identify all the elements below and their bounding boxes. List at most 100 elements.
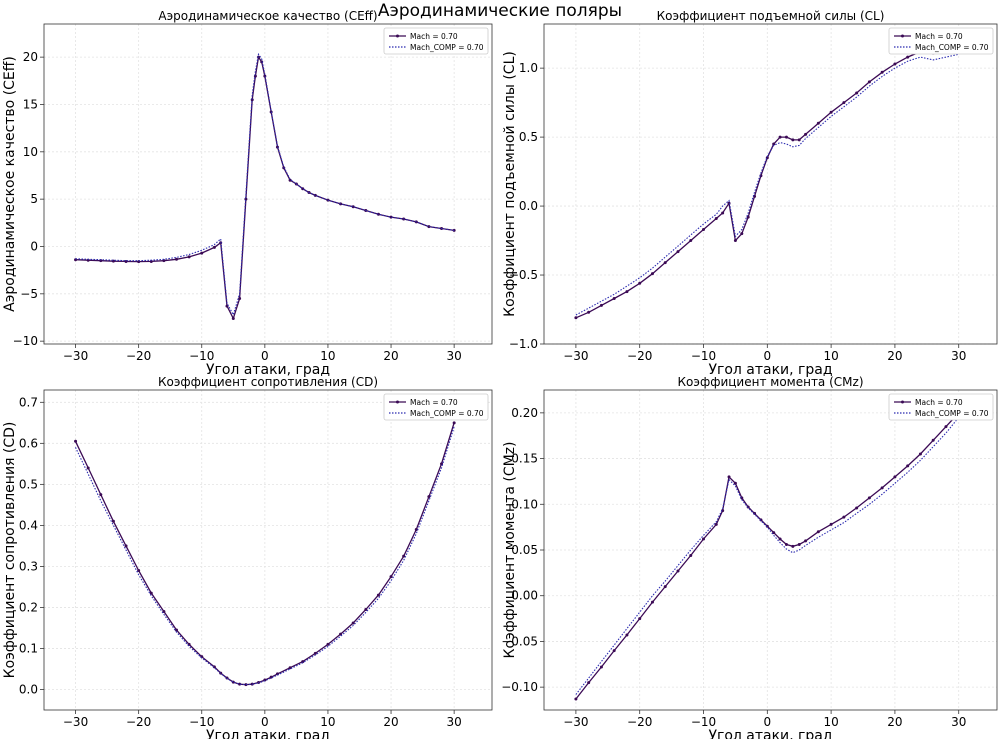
x-tick-label: 10 bbox=[320, 715, 335, 729]
legend-label: Mach = 0.70 bbox=[410, 398, 458, 407]
data-point bbox=[918, 452, 922, 456]
data-point bbox=[389, 215, 393, 219]
data-point bbox=[650, 600, 654, 604]
data-point bbox=[452, 228, 456, 232]
subplot-1: −30 −20 −10 0 10 20 30 −10 −5 0 5 10 15 20 Аэродинамич… bbox=[2, 9, 493, 378]
data-point bbox=[612, 649, 616, 653]
x-tick-label: 0 bbox=[261, 715, 269, 729]
data-point bbox=[663, 261, 667, 265]
data-point bbox=[162, 610, 166, 614]
data-point bbox=[351, 621, 355, 625]
legend-box bbox=[888, 393, 994, 421]
subplot-title: Коэффициент момента (CMz) bbox=[678, 375, 864, 389]
y-tick-label: 0.5 bbox=[19, 477, 38, 491]
data-point bbox=[772, 531, 776, 535]
data-point bbox=[137, 569, 141, 573]
x-tick-label: 20 bbox=[887, 715, 902, 729]
y-tick-label: −0.5 bbox=[509, 268, 538, 282]
legend-label: Mach_COMP = 0.70 bbox=[410, 43, 484, 52]
data-point bbox=[638, 617, 642, 621]
data-point bbox=[187, 255, 191, 259]
y-tick-label: −5 bbox=[20, 287, 38, 301]
data-point bbox=[587, 310, 591, 314]
data-point bbox=[638, 281, 642, 285]
data-point bbox=[175, 257, 179, 261]
x-tick-label: −10 bbox=[189, 715, 214, 729]
series-line-mach-comp bbox=[575, 417, 960, 695]
subplot-4: −30 −20 −10 0 10 20 30 −0.10 −0.05 0.00 0.05 0.10 0.… bbox=[501, 375, 998, 739]
data-point bbox=[842, 515, 846, 519]
data-point bbox=[99, 493, 103, 497]
series-line-mach-comp bbox=[75, 426, 455, 686]
figure-title: Аэродинамические поляры bbox=[377, 1, 623, 21]
x-tick-label: −20 bbox=[627, 349, 652, 363]
x-axis-label: Угол атаки, град bbox=[708, 728, 832, 739]
data-point bbox=[650, 272, 654, 276]
data-point bbox=[931, 438, 935, 442]
plot-frame bbox=[43, 389, 493, 711]
data-point bbox=[829, 110, 833, 114]
legend-box bbox=[383, 393, 489, 421]
data-point bbox=[427, 495, 431, 499]
y-tick-label: 20 bbox=[23, 50, 38, 64]
data-point bbox=[339, 632, 343, 636]
data-point bbox=[702, 228, 706, 232]
data-point bbox=[376, 593, 380, 597]
data-point bbox=[867, 496, 871, 500]
legend-marker bbox=[901, 400, 904, 404]
legend-marker bbox=[396, 34, 399, 38]
data-point bbox=[625, 633, 629, 637]
data-point bbox=[663, 585, 667, 589]
legend-label: Mach = 0.70 bbox=[915, 398, 963, 407]
data-point bbox=[804, 132, 808, 136]
x-tick-label: −10 bbox=[691, 349, 716, 363]
data-point bbox=[587, 681, 591, 685]
legend-label: Mach = 0.70 bbox=[410, 32, 458, 41]
data-point bbox=[427, 225, 431, 229]
x-tick-label: −20 bbox=[126, 715, 151, 729]
legend: Mach = 0.70 Mach_COMP = 0.70 bbox=[888, 27, 994, 55]
data-point bbox=[389, 575, 393, 579]
x-tick-label: −30 bbox=[63, 349, 88, 363]
data-point bbox=[733, 481, 737, 485]
series-line-mach-comp bbox=[575, 53, 959, 316]
data-point bbox=[288, 178, 292, 182]
plot-area bbox=[44, 390, 492, 710]
x-tick-label: 30 bbox=[447, 349, 462, 363]
data-point bbox=[721, 211, 725, 215]
subplot-title: Аэродинамическое качество (CEff) bbox=[158, 9, 377, 23]
data-point bbox=[855, 91, 859, 95]
data-point bbox=[829, 522, 833, 526]
y-tick-label: −10 bbox=[13, 334, 38, 348]
legend-label: Mach_COMP = 0.70 bbox=[915, 409, 989, 418]
plot-area bbox=[544, 24, 997, 344]
y-axis-label: Коэффициент сопротивления (CD) bbox=[2, 422, 18, 679]
data-point bbox=[880, 486, 884, 490]
data-point bbox=[574, 697, 578, 701]
x-tick-label: 20 bbox=[383, 349, 398, 363]
data-point bbox=[714, 522, 718, 526]
data-point bbox=[625, 290, 629, 294]
data-point bbox=[784, 135, 788, 139]
data-point bbox=[326, 642, 330, 646]
y-tick-label: 0.05 bbox=[511, 543, 538, 557]
y-tick-label: 0.2 bbox=[19, 600, 38, 614]
y-axis-label: Коэффициент подъемной силы (CL) bbox=[502, 51, 518, 317]
y-tick-label: −0.05 bbox=[501, 634, 538, 648]
y-tick-label: 0.3 bbox=[19, 559, 38, 573]
x-tick-label: 20 bbox=[383, 715, 398, 729]
data-point bbox=[804, 539, 808, 543]
y-tick-label: −0.10 bbox=[501, 680, 538, 694]
data-point bbox=[714, 216, 718, 220]
data-point bbox=[86, 466, 90, 470]
legend-marker bbox=[396, 400, 399, 404]
data-point bbox=[906, 464, 910, 468]
y-tick-label: 5 bbox=[30, 192, 38, 206]
data-point bbox=[162, 259, 166, 263]
data-point bbox=[212, 245, 216, 249]
x-tick-label: 30 bbox=[951, 715, 966, 729]
y-tick-label: 0.5 bbox=[519, 130, 538, 144]
y-tick-label: 0.15 bbox=[511, 452, 538, 466]
x-tick-label: −10 bbox=[691, 715, 716, 729]
